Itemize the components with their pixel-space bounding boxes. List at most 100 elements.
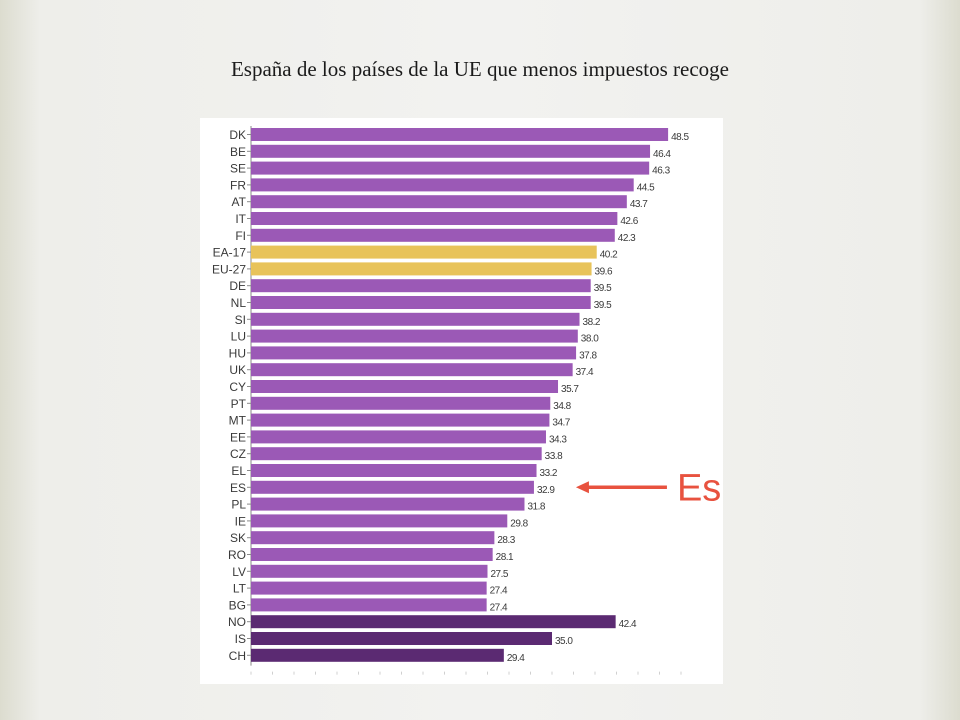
category-label-it: IT bbox=[235, 212, 246, 226]
bar-lv bbox=[251, 564, 488, 578]
chart-panel: DK 48.5 BE 46.4 SE 46.3 FR 44.5 AT 43.7 IT 42.6 FI 42… bbox=[200, 118, 723, 684]
bar-es bbox=[251, 480, 534, 494]
value-label-ch: 29.4 bbox=[507, 653, 525, 664]
value-label-ee: 34.3 bbox=[549, 434, 567, 445]
bar-pl bbox=[251, 497, 525, 511]
value-label-is: 35.0 bbox=[555, 636, 573, 647]
bar-no bbox=[251, 615, 616, 629]
bar-is bbox=[251, 632, 552, 645]
category-label-el: EL bbox=[231, 464, 246, 478]
value-label-uk: 37.4 bbox=[576, 367, 594, 378]
category-label-be: BE bbox=[230, 145, 246, 159]
value-label-cz: 33.8 bbox=[545, 451, 563, 462]
bar-hu bbox=[251, 346, 577, 360]
category-label-hu: HU bbox=[229, 346, 246, 360]
category-label-sk: SK bbox=[230, 531, 246, 545]
annotation-arrow-head bbox=[575, 481, 589, 494]
category-label-si: SI bbox=[235, 313, 246, 327]
value-label-cy: 35.7 bbox=[561, 384, 579, 395]
bar-lu bbox=[251, 329, 578, 343]
category-label-ch: CH bbox=[229, 649, 246, 663]
bar-sk bbox=[251, 531, 495, 545]
value-label-nl: 39.5 bbox=[594, 300, 612, 311]
category-label-eu-27: EU-27 bbox=[212, 262, 246, 276]
bar-eu-27 bbox=[251, 262, 592, 276]
bar-ee bbox=[251, 430, 546, 444]
category-label-cz: CZ bbox=[230, 447, 246, 461]
category-label-uk: UK bbox=[229, 363, 246, 377]
bar-bg bbox=[251, 598, 487, 612]
category-label-ee: EE bbox=[230, 430, 246, 444]
category-label-cy: CY bbox=[229, 380, 246, 394]
value-label-be: 46.4 bbox=[653, 149, 671, 160]
bar-pt bbox=[251, 396, 551, 410]
value-label-de: 39.5 bbox=[594, 283, 612, 294]
bar-ea-17 bbox=[251, 245, 597, 259]
bar-uk bbox=[251, 363, 573, 377]
value-label-ea-17: 40.2 bbox=[600, 250, 618, 261]
category-label-ro: RO bbox=[228, 548, 246, 562]
value-label-bg: 27.4 bbox=[490, 602, 508, 613]
value-label-si: 38.2 bbox=[583, 317, 601, 328]
category-label-se: SE bbox=[230, 162, 246, 176]
value-label-fr: 44.5 bbox=[637, 182, 655, 193]
bar-cz bbox=[251, 447, 542, 461]
value-label-pt: 34.8 bbox=[553, 401, 571, 412]
bar-se bbox=[251, 161, 650, 175]
slide-title: España de los países de la UE que menos … bbox=[230, 57, 730, 81]
value-label-fi: 42.3 bbox=[618, 233, 636, 244]
category-label-bg: BG bbox=[229, 598, 246, 612]
category-label-dk: DK bbox=[229, 128, 246, 142]
value-label-hu: 37.8 bbox=[579, 350, 597, 361]
value-label-ie: 29.8 bbox=[510, 518, 528, 529]
value-label-sk: 28.3 bbox=[497, 535, 515, 546]
bar-dk bbox=[251, 128, 669, 141]
annotation-text: España bbox=[677, 467, 723, 509]
bar-be bbox=[251, 144, 651, 158]
bar-ie bbox=[251, 514, 508, 528]
value-label-ro: 28.1 bbox=[496, 552, 514, 563]
bar-ro bbox=[251, 548, 493, 561]
category-label-no: NO bbox=[228, 615, 246, 629]
category-label-lt: LT bbox=[233, 582, 247, 596]
value-label-mt: 34.7 bbox=[552, 418, 570, 429]
category-label-lv: LV bbox=[232, 565, 246, 579]
bar-fi bbox=[251, 228, 615, 242]
value-label-pl: 31.8 bbox=[527, 502, 545, 513]
category-label-fr: FR bbox=[230, 178, 246, 192]
value-label-no: 42.4 bbox=[619, 619, 637, 630]
bar-de bbox=[251, 279, 591, 293]
bar-si bbox=[251, 312, 580, 326]
category-label-ea-17: EA-17 bbox=[213, 246, 247, 260]
bar-mt bbox=[251, 413, 550, 427]
bar-el bbox=[251, 464, 537, 477]
bar-at bbox=[251, 195, 627, 209]
value-label-lv: 27.5 bbox=[491, 569, 509, 580]
category-label-de: DE bbox=[229, 279, 246, 293]
value-label-el: 33.2 bbox=[540, 468, 558, 479]
category-label-lu: LU bbox=[231, 330, 246, 344]
value-label-dk: 48.5 bbox=[671, 132, 689, 143]
bar-lt bbox=[251, 581, 487, 595]
value-label-lt: 27.4 bbox=[490, 586, 508, 597]
category-label-fi: FI bbox=[235, 229, 246, 243]
bar-it bbox=[251, 212, 618, 225]
value-label-es: 32.9 bbox=[537, 485, 555, 496]
bar-fr bbox=[251, 178, 634, 192]
category-label-nl: NL bbox=[231, 296, 247, 310]
value-label-it: 42.6 bbox=[620, 216, 638, 227]
category-label-mt: MT bbox=[229, 414, 247, 428]
bar-nl bbox=[251, 296, 591, 309]
bar-cy bbox=[251, 380, 559, 393]
value-label-at: 43.7 bbox=[630, 199, 648, 210]
value-label-lu: 38.0 bbox=[581, 334, 599, 345]
category-label-at: AT bbox=[232, 195, 247, 209]
value-label-eu-27: 39.6 bbox=[595, 266, 613, 277]
category-label-pt: PT bbox=[231, 397, 247, 411]
category-label-ie: IE bbox=[235, 514, 246, 528]
category-label-pl: PL bbox=[231, 498, 246, 512]
bar-chart: DK 48.5 BE 46.4 SE 46.3 FR 44.5 AT 43.7 IT 42.6 FI 42… bbox=[212, 126, 723, 675]
category-label-es: ES bbox=[230, 481, 246, 495]
category-label-is: IS bbox=[235, 632, 246, 646]
value-label-se: 46.3 bbox=[652, 166, 670, 177]
